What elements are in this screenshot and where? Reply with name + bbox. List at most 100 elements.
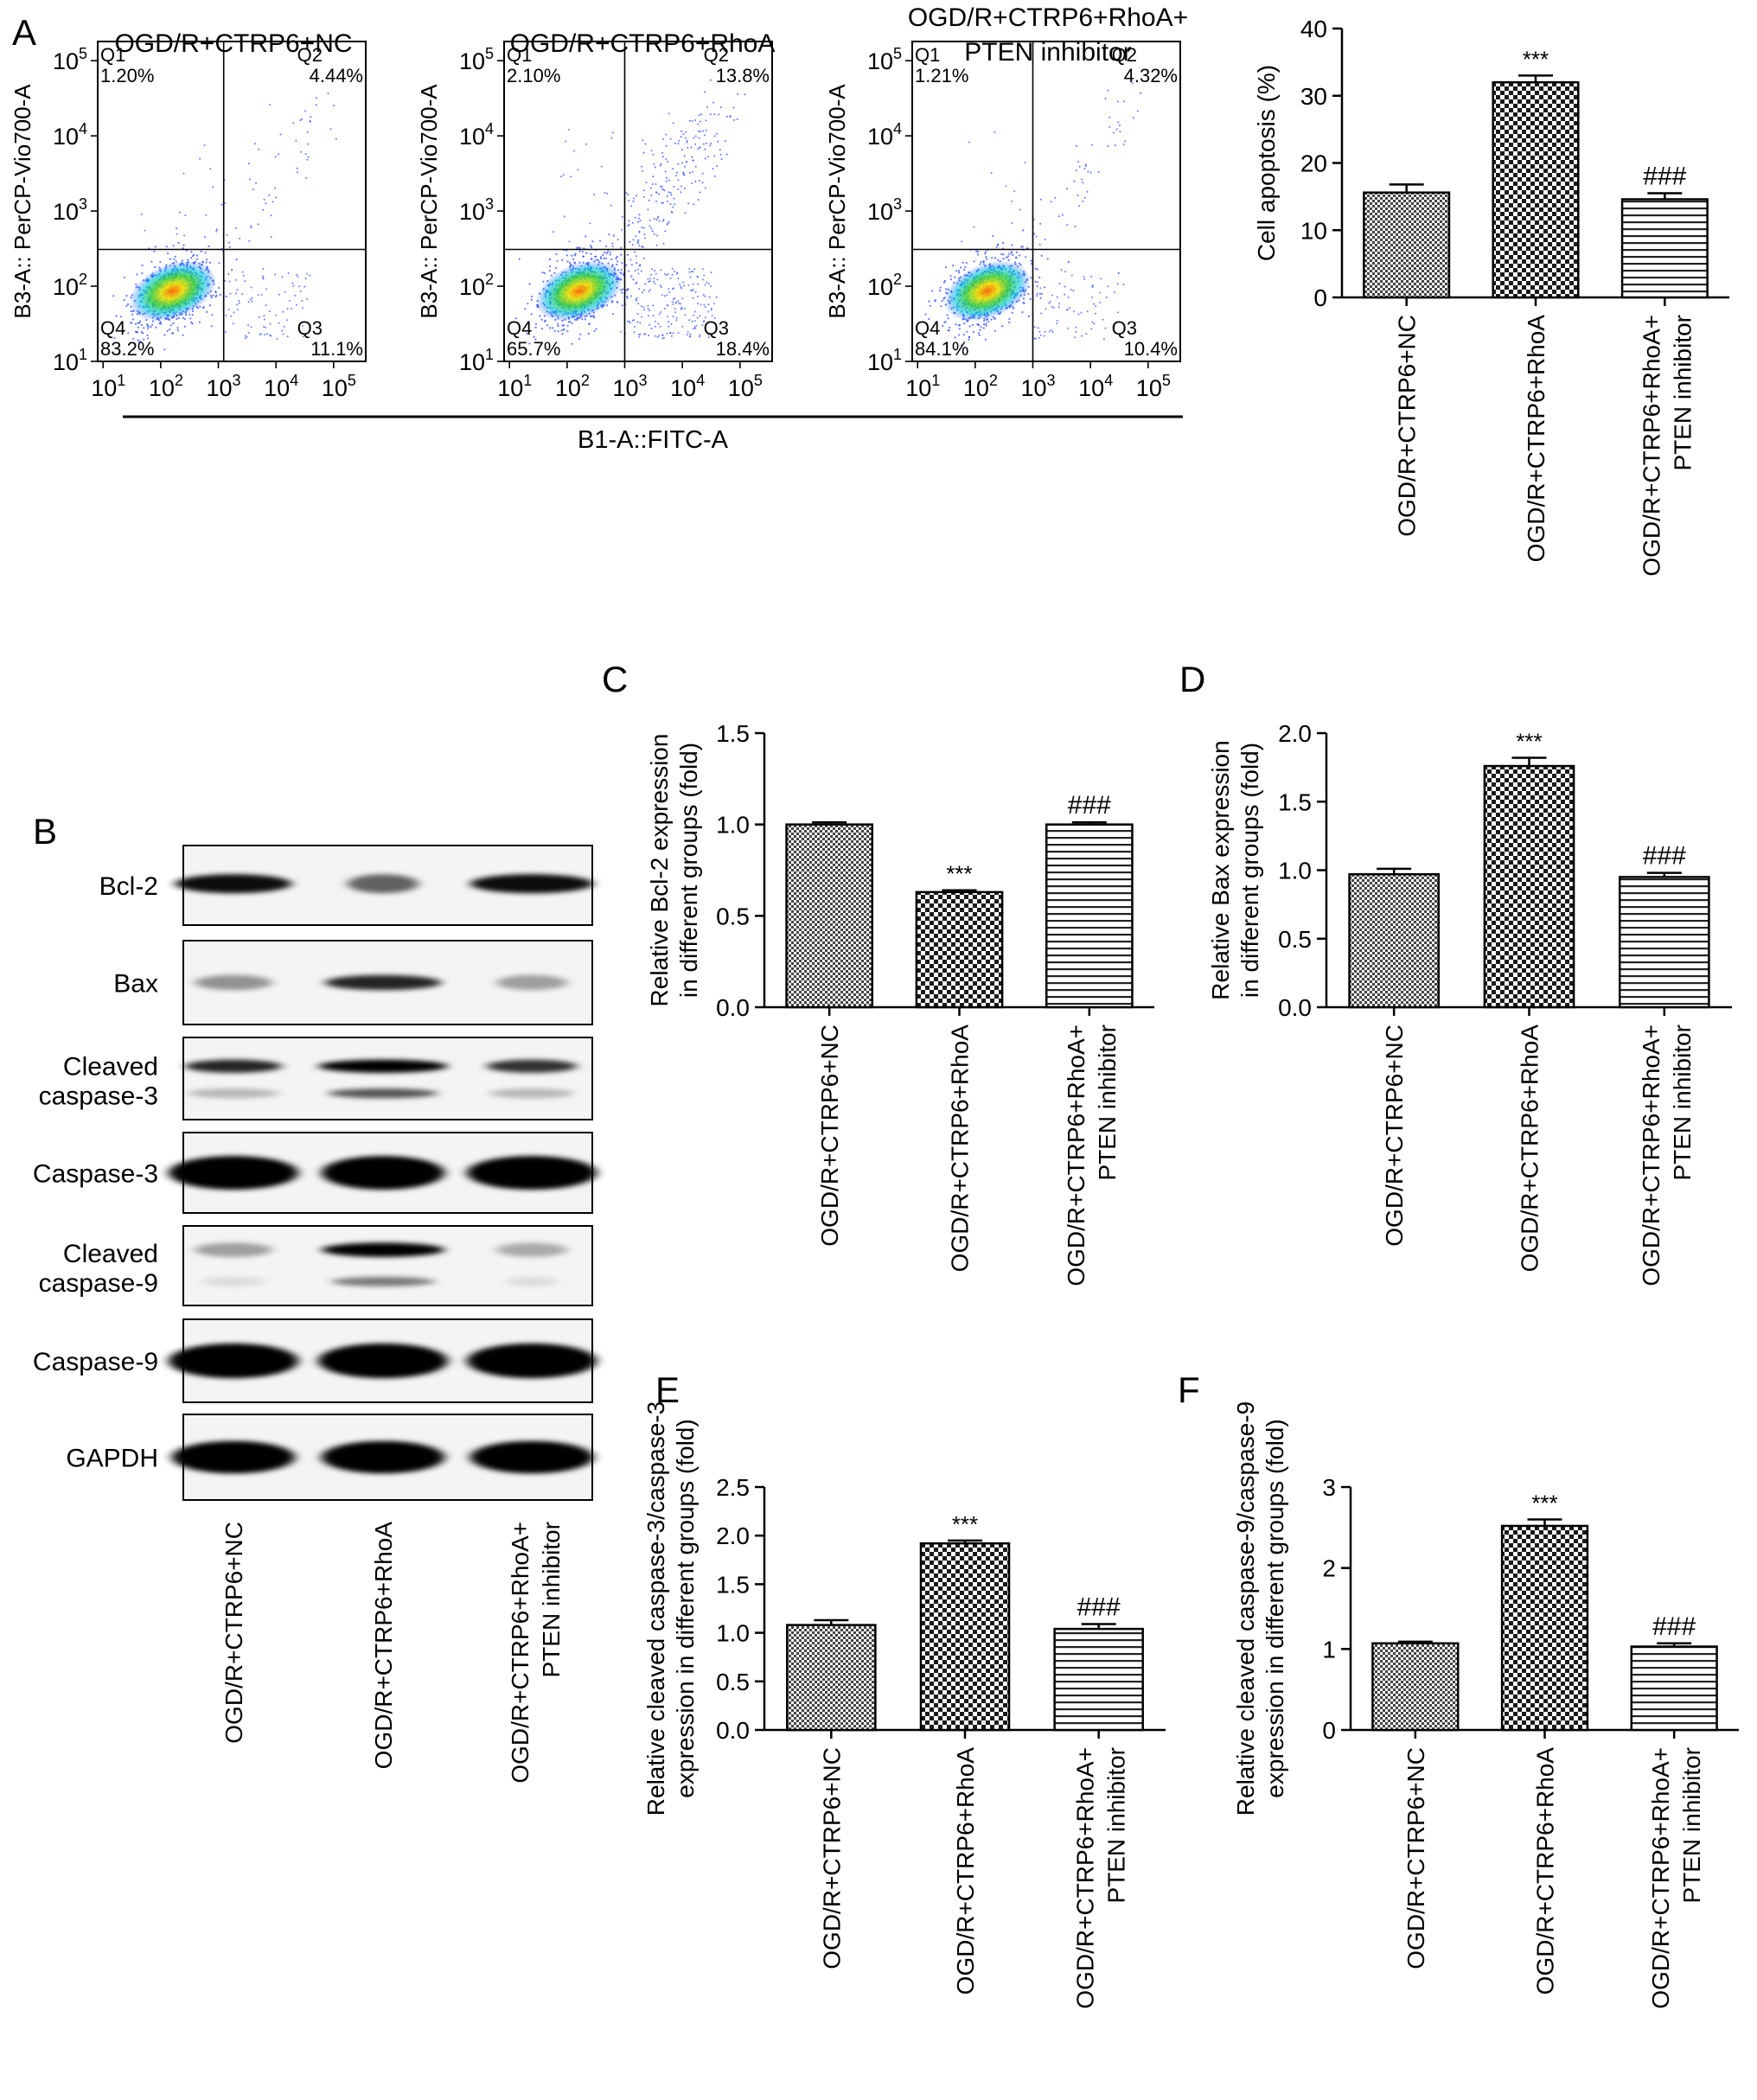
flow-event — [610, 137, 613, 139]
flow-event — [603, 257, 605, 259]
flow-event — [661, 294, 663, 297]
flow-event — [251, 297, 253, 299]
flow-event — [666, 201, 668, 202]
x-category-label: OGD/R+CTRP6+NC — [1394, 315, 1421, 537]
blot-band — [201, 1276, 266, 1286]
flow-event — [204, 252, 207, 254]
flow-event — [642, 169, 643, 172]
flow-event — [944, 266, 948, 269]
flow-event — [540, 328, 544, 330]
blot-band — [331, 1276, 435, 1286]
flow-event — [287, 272, 290, 274]
flow-event — [642, 306, 645, 309]
flow-event — [172, 322, 175, 325]
flow-event — [636, 299, 638, 302]
flow-event — [310, 324, 311, 327]
flow-event — [684, 314, 687, 316]
flow-event — [719, 106, 722, 108]
flow-event — [1078, 205, 1081, 207]
flow-event — [227, 309, 230, 311]
y-tick-label: 0 — [1322, 1717, 1336, 1744]
flow-event — [247, 331, 250, 334]
flow-event — [228, 241, 230, 244]
flow-event — [1035, 235, 1038, 238]
blot-band — [486, 1059, 578, 1073]
blot-band — [470, 874, 594, 894]
flow-event — [629, 259, 632, 261]
flow-event — [710, 309, 712, 311]
flow-event — [1036, 285, 1038, 288]
flow-event — [189, 317, 192, 320]
flow-event — [282, 310, 284, 313]
flow-event — [198, 321, 201, 323]
flow-event — [200, 250, 202, 252]
y-tick-label: 102 — [459, 271, 494, 300]
tick-base: 10 — [459, 349, 485, 375]
flow-event — [682, 173, 685, 176]
flow-event — [964, 265, 967, 268]
flow-event — [205, 214, 208, 216]
flow-event — [534, 322, 538, 325]
tick-exponent: 3 — [485, 195, 494, 213]
flow-event — [687, 146, 689, 149]
flow-event — [571, 254, 573, 257]
flow-event — [637, 303, 640, 305]
flow-event — [640, 305, 642, 308]
blot-lane-label: OGD/R+CTRP6+RhoA+ — [507, 1522, 533, 1784]
flow-event — [639, 322, 642, 324]
flow-event — [190, 321, 193, 323]
flow-event — [527, 303, 529, 305]
flow-event — [709, 144, 712, 147]
flow-event — [557, 330, 559, 333]
quadrant-label-q3: Q3 — [297, 317, 323, 339]
flow-event — [599, 256, 603, 259]
flow-event — [655, 325, 656, 328]
flow-event — [260, 293, 263, 296]
flow-event — [270, 236, 272, 239]
flow-event — [1074, 336, 1077, 339]
blot-lane-label: PTEN inhibitor — [538, 1522, 565, 1678]
flow-event — [1132, 117, 1134, 119]
blot-band — [318, 1059, 448, 1073]
flow-event — [610, 258, 613, 261]
flow-event — [138, 341, 141, 343]
flow-event — [654, 283, 656, 284]
flow-event — [643, 333, 646, 335]
flow-event — [1045, 308, 1047, 310]
flow-event — [620, 330, 623, 333]
flow-event — [262, 277, 265, 279]
flow-event — [694, 290, 697, 293]
flow-event — [693, 137, 695, 139]
x-tick-label: 103 — [1021, 372, 1056, 401]
flow-event — [693, 314, 695, 316]
flow-event — [669, 137, 672, 140]
flow-event — [935, 321, 938, 323]
flow-event — [705, 129, 707, 131]
flow-event — [316, 97, 318, 99]
flow-event — [680, 136, 682, 138]
flow-event — [291, 282, 294, 284]
flow-event — [292, 284, 295, 287]
flow-event — [563, 324, 565, 327]
tick-base: 10 — [1136, 375, 1162, 401]
significance-mark: ### — [1068, 791, 1111, 820]
flow-event — [1136, 110, 1139, 112]
flow-event — [672, 168, 674, 170]
flow-event — [941, 299, 943, 303]
flow-event — [220, 203, 223, 206]
flow-event — [700, 303, 702, 306]
flow-event — [631, 319, 634, 322]
flow-event — [1040, 254, 1043, 257]
flow-event — [306, 158, 309, 161]
flow-event — [305, 176, 308, 179]
x-tick-label: 103 — [207, 372, 241, 401]
flow-event — [985, 322, 987, 325]
flow-event — [706, 156, 709, 158]
flow-event — [269, 104, 272, 105]
flow-event — [677, 179, 680, 182]
flow-event — [942, 324, 944, 327]
flow-event — [1117, 121, 1120, 124]
tick-base: 10 — [264, 375, 290, 401]
flow-event — [310, 116, 312, 118]
x-tick-label: 102 — [555, 372, 590, 401]
